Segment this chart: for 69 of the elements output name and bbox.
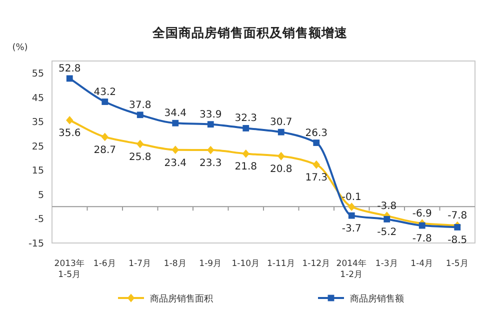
point	[101, 132, 108, 142]
chart-title: 全国商品房销售面积及销售额增速	[152, 25, 348, 40]
point	[348, 202, 356, 212]
data-label: 21.8	[234, 162, 258, 173]
point	[136, 140, 144, 148]
data-label: 37.8	[128, 100, 152, 111]
legend-label: 商品房销售额	[350, 294, 404, 304]
point	[348, 212, 355, 219]
data-label: -3.7	[342, 224, 362, 235]
data-label: -6.9	[412, 208, 432, 220]
point	[102, 98, 108, 105]
data-label: -3.8	[377, 200, 397, 212]
point	[207, 146, 214, 154]
y-tick-label: 45	[32, 92, 44, 104]
data-label: -5.2	[377, 227, 397, 238]
data-label: 43.2	[94, 86, 116, 98]
point	[278, 128, 284, 136]
y-tick-label: -15	[28, 238, 44, 250]
data-label: 30.7	[270, 117, 292, 128]
data-label: 23.4	[164, 158, 187, 169]
data-label: 28.7	[94, 144, 116, 156]
point	[278, 152, 285, 160]
x-tick-label: 1-4月	[410, 259, 434, 269]
data-label: -8.5	[448, 235, 468, 246]
x-tick-label: 1-12月	[302, 259, 331, 269]
data-label: 23.3	[199, 158, 222, 170]
x-tick-label: 1-8月	[164, 259, 187, 269]
point	[312, 160, 320, 169]
point	[66, 75, 73, 82]
point	[418, 222, 426, 229]
y-tick-label: 5	[38, 190, 44, 201]
point	[172, 146, 179, 154]
data-label: -7.8	[448, 210, 468, 222]
data-label: -0.1	[342, 192, 362, 203]
data-label: -7.8	[412, 234, 432, 245]
x-tick-label: 1-10月	[232, 259, 260, 269]
y-tick-label: 25	[32, 141, 44, 152]
data-label: 34.4	[164, 108, 187, 120]
data-label: 20.8	[270, 164, 292, 176]
point	[313, 140, 320, 146]
legend-label: 商品房销售面积	[150, 294, 213, 304]
y-tick-label: 55	[32, 68, 44, 80]
y-tick-label: 35	[32, 117, 44, 128]
data-label: 35.6	[58, 128, 81, 140]
point	[66, 116, 74, 124]
y-axis-title: (%)	[12, 43, 28, 53]
data-label: 17.3	[305, 172, 328, 184]
data-label: 26.3	[305, 128, 328, 139]
point	[454, 224, 461, 230]
point	[172, 120, 179, 126]
x-tick-label: 2014年 1-2月	[336, 258, 367, 280]
x-tick-label: 1-3月	[375, 259, 398, 269]
point	[136, 112, 144, 118]
x-tick-label: 1-11月	[266, 259, 296, 269]
x-tick-label: 1-7月	[128, 259, 152, 269]
x-tick-label: 1-9月	[199, 259, 222, 269]
point	[207, 121, 214, 128]
data-label: 33.9	[199, 109, 222, 120]
data-label: 32.3	[234, 113, 258, 124]
y-tick-label: -5	[34, 214, 44, 226]
x-tick-label: 2013年 1-5月	[54, 258, 85, 280]
data-label: 25.8	[128, 152, 152, 163]
point	[242, 150, 250, 158]
data-label: 52.8	[58, 63, 81, 74]
y-tick-label: 15	[32, 166, 44, 177]
x-tick-label: 1-6月	[93, 259, 116, 269]
point	[242, 125, 250, 132]
x-tick-label: 1-5月	[446, 259, 469, 269]
point	[384, 216, 390, 222]
